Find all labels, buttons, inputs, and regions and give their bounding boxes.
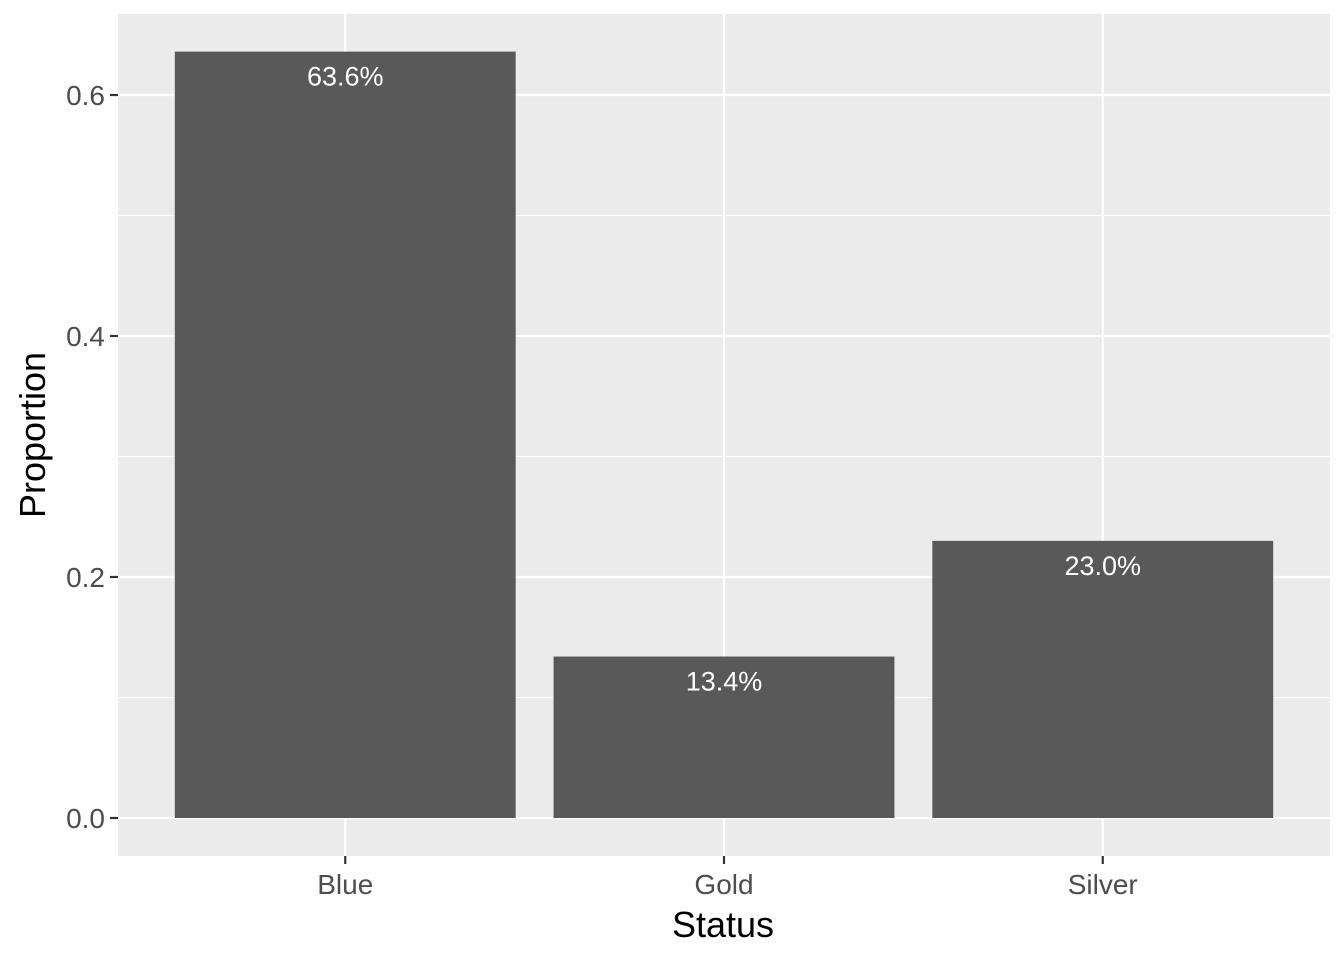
- x-tick-label: Gold: [694, 869, 753, 900]
- bar-silver: [932, 540, 1274, 818]
- y-tick-label: 0.0: [66, 803, 105, 834]
- bars: [174, 51, 1274, 819]
- bar-label-gold: 13.4%: [686, 667, 763, 697]
- y-tick-label: 0.6: [66, 80, 105, 111]
- bar-blue: [174, 51, 516, 819]
- bar-data-labels: 63.6% 13.4% 23.0%: [307, 62, 1141, 697]
- x-tick-label: Blue: [317, 869, 373, 900]
- y-axis: 0.0 0.2 0.4 0.6: [66, 80, 118, 834]
- y-tick-label: 0.2: [66, 562, 105, 593]
- y-axis-title: Proportion: [12, 352, 53, 518]
- bar-label-silver: 23.0%: [1064, 551, 1141, 581]
- x-axis: Blue Gold Silver: [317, 856, 1138, 900]
- x-tick-label: Silver: [1068, 869, 1138, 900]
- bar-gold: [553, 656, 895, 818]
- x-axis-title: Status: [672, 904, 774, 945]
- bar-label-blue: 63.6%: [307, 62, 384, 92]
- y-tick-label: 0.4: [66, 321, 105, 352]
